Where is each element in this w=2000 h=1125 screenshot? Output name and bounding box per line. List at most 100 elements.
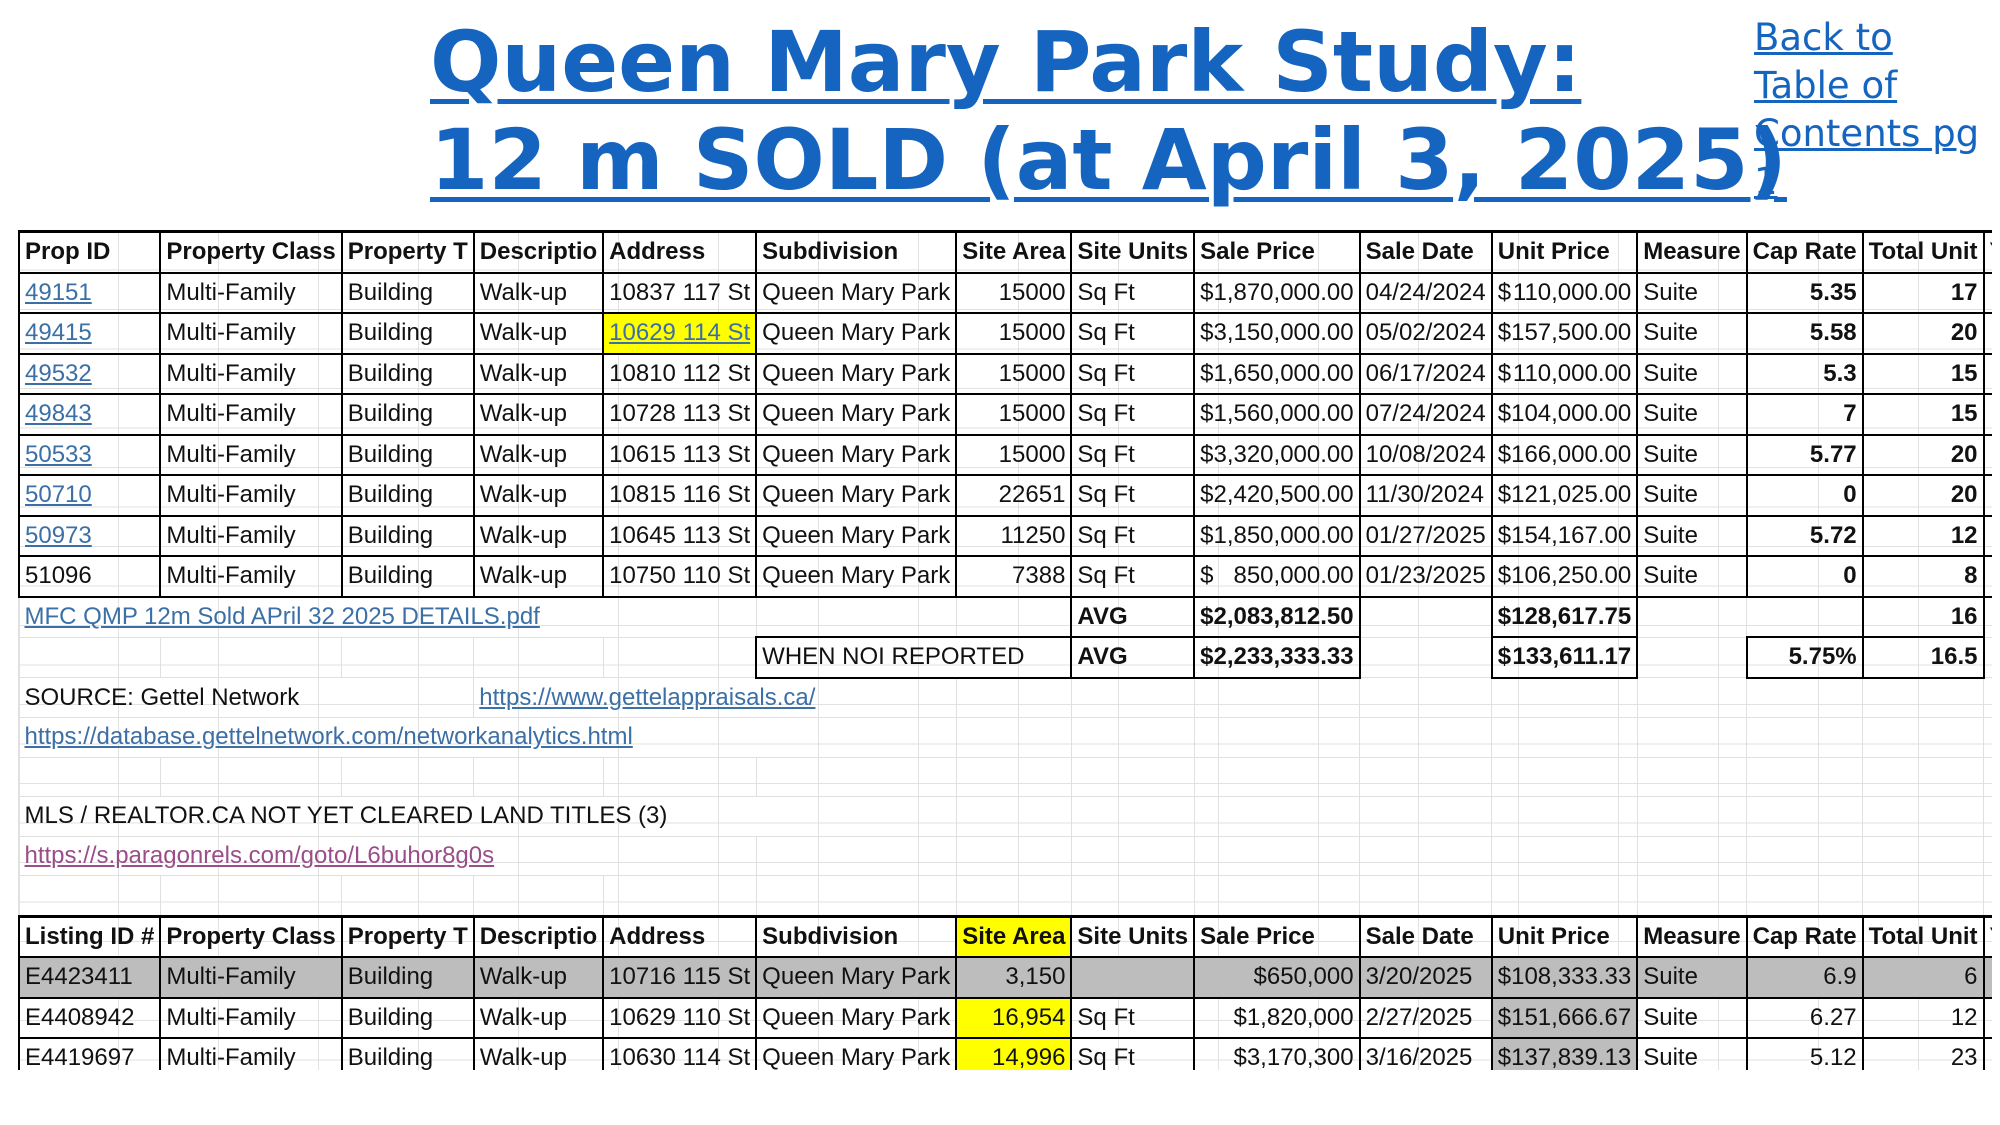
prop-id[interactable]: 50710 <box>18 474 162 517</box>
total-units: 20 <box>1861 312 1985 355</box>
sold-row: 50533 Multi-Family Building Walk-up 10615 11… <box>18 433 1992 476</box>
pdf-details-link[interactable]: MFC QMP 12m Sold APril 32 2025 DETAILS.p… <box>18 596 757 638</box>
mls-label-text: MLS / REALTOR.CA NOT YET CLEARED LAND TI… <box>24 802 668 830</box>
site-units: Sq Ft <box>1070 1037 1196 1070</box>
back-to-toc-link[interactable]: Back to Table of Contents pg 1 <box>1754 14 2000 206</box>
column-header: Subdivision <box>755 230 958 274</box>
site-area: 14,996 <box>955 1037 1073 1070</box>
cap-rate-text: 0 <box>1843 481 1857 509</box>
column-header-text: Descriptio <box>479 922 598 950</box>
column-header-text: Site Units <box>1077 922 1189 950</box>
mls-row: MLS / REALTOR.CA NOT YET CLEARED LAND TI… <box>18 796 1992 837</box>
gettel-appraisals-link-text[interactable]: https://www.gettelappraisals.ca/ <box>479 683 816 711</box>
column-header: Property Class <box>159 914 343 958</box>
pdf-details-link-text[interactable]: MFC QMP 12m Sold APril 32 2025 DETAILS.p… <box>24 603 540 630</box>
amount: 166,000.00 <box>1511 440 1632 468</box>
prop-id[interactable]: 50533 <box>18 433 162 476</box>
year-built: 1964 <box>1982 956 1992 999</box>
column-header: Sale Price <box>1193 914 1361 958</box>
site-units: Sq Ft <box>1070 996 1196 1039</box>
total-units: 15 <box>1861 393 1985 436</box>
unit-price: $110,000.00 <box>1490 352 1639 395</box>
amount: 1,560,000.00 <box>1213 400 1354 428</box>
column-header-text: Cap Rate <box>1752 238 1857 266</box>
prop-id-text[interactable]: 50533 <box>25 440 92 468</box>
address-text[interactable]: 10629 114 St <box>609 319 751 347</box>
amount: 2,420,500.00 <box>1213 481 1354 509</box>
prop-id-text[interactable]: 49532 <box>25 359 92 387</box>
address: 10750 110 St <box>602 555 758 598</box>
prop-id-text[interactable]: 49415 <box>25 319 92 347</box>
gettel-network-link[interactable]: https://database.gettelnetwork.com/netwo… <box>18 717 957 758</box>
measure-text: Suite <box>1643 1003 1698 1031</box>
column-header: Cap Rate <box>1745 914 1864 958</box>
prop-id[interactable]: 49151 <box>18 271 162 314</box>
cap-rate-text: 6.27 <box>1809 1003 1857 1031</box>
address[interactable]: 10629 114 St <box>602 312 758 355</box>
empty-cell <box>1070 677 1195 718</box>
description-text: Walk-up <box>479 400 567 428</box>
prop-id[interactable]: 49532 <box>18 352 162 395</box>
site-units-text: Sq Ft <box>1077 359 1135 387</box>
gettel-network-link-text[interactable]: https://database.gettelnetwork.com/netwo… <box>24 723 633 751</box>
currency-symbol: $ <box>1200 278 1214 306</box>
property-class: Multi-Family <box>159 312 343 355</box>
address-text: 10837 117 St <box>609 278 751 306</box>
paragon-link-text[interactable]: https://s.paragonrels.com/goto/L6buhor8g… <box>24 841 495 869</box>
property-type-text: Building <box>347 400 434 428</box>
site-area: 16,954 <box>955 996 1073 1039</box>
address: 10728 113 St <box>602 393 758 436</box>
prop-id-text[interactable]: 50973 <box>25 521 92 549</box>
site-area: 15000 <box>955 271 1073 314</box>
total-units-text: 20 <box>1950 481 1978 509</box>
empty-cell <box>602 756 757 797</box>
prop-id-text[interactable]: 50710 <box>25 481 92 509</box>
sale-date-text: 11/30/2024 <box>1365 481 1484 509</box>
property-type: Building <box>340 433 475 476</box>
measure-text: Suite <box>1643 359 1698 387</box>
empty-cell <box>1359 756 1493 797</box>
measure: Suite <box>1636 956 1748 999</box>
total-units-text: 15 <box>1950 400 1978 428</box>
property-class-text: Multi-Family <box>166 319 296 347</box>
site-units-text: Sq Ft <box>1077 481 1135 509</box>
total-units: 8 <box>1861 555 1985 598</box>
empty-cell <box>1070 875 1195 917</box>
column-header: Site Area <box>955 914 1073 958</box>
empty-cell <box>159 636 343 678</box>
noi-reported-label-text: WHEN NOI REPORTED <box>762 643 1025 671</box>
prop-id-text[interactable]: 49843 <box>25 400 92 428</box>
listing-row: E4423411 Multi-Family Building Walk-up 10716… <box>18 956 1992 999</box>
prop-id[interactable]: 49843 <box>18 393 162 436</box>
amount: 157,500.00 <box>1511 319 1632 347</box>
subdivision: Queen Mary Park <box>755 393 958 436</box>
currency-symbol: $ <box>1497 278 1512 306</box>
unit-price: $106,250.00 <box>1490 555 1639 598</box>
avg-noi-row: WHEN NOI REPORTED AVG $2,233,333.33 $133,61… <box>18 636 1992 679</box>
sale-price: $1,850,000.00 <box>1193 514 1361 557</box>
empty-cell <box>341 636 475 678</box>
site-units-text: Sq Ft <box>1077 1003 1135 1031</box>
property-class-text: Multi-Family <box>166 440 296 468</box>
amount: 850,000.00 <box>1233 562 1354 590</box>
property-type: Building <box>340 514 475 557</box>
empty-cell <box>1746 796 1864 837</box>
unit-price: $110,000.00 <box>1490 271 1639 314</box>
prop-id-text[interactable]: 49151 <box>25 278 92 306</box>
unit-price: $137,839.13 <box>1490 1037 1639 1070</box>
site-area-text: 15000 <box>998 319 1066 347</box>
empty-cell <box>1983 636 1992 678</box>
subdivision: Queen Mary Park <box>755 996 958 1039</box>
prop-id[interactable]: 49415 <box>18 312 162 355</box>
gettel-appraisals-link[interactable]: https://www.gettelappraisals.ca/ <box>473 677 957 718</box>
empty-cell <box>1746 756 1864 797</box>
column-header-text: Property T <box>347 922 468 950</box>
prop-id[interactable]: 50973 <box>18 514 162 557</box>
paragon-link[interactable]: https://s.paragonrels.com/goto/L6buhor8g… <box>18 835 757 876</box>
empty-cell <box>955 875 1072 917</box>
empty-cell <box>1636 636 1748 678</box>
year-built: 1967 <box>1982 393 1992 436</box>
description: Walk-up <box>472 956 605 999</box>
spreadsheet-grid: Prop ID Property Class Property T Descripti… <box>18 230 1992 1070</box>
empty-cell <box>18 875 161 917</box>
